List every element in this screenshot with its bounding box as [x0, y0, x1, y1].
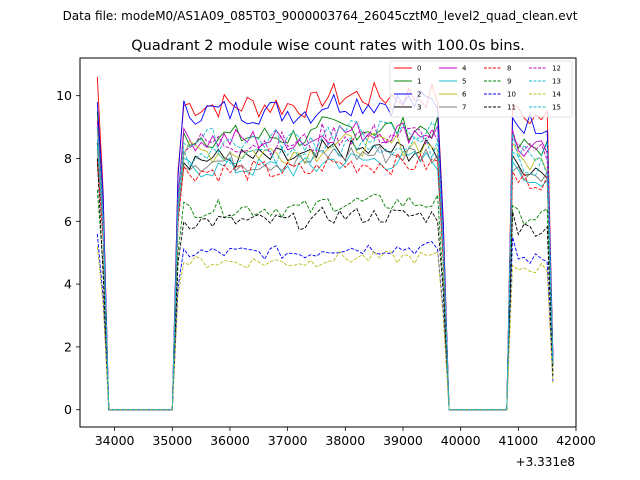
- x-tick-label: 35000: [152, 433, 192, 448]
- x-axis: 34000 35000 36000 37000 38000 39000 40000 41000…: [95, 427, 596, 448]
- legend-label-5: 5: [462, 78, 466, 86]
- legend-label-1: 1: [417, 78, 421, 86]
- x-tick-label: 41000: [498, 433, 538, 448]
- x-tick-label: 39000: [383, 433, 423, 448]
- x-tick-label: 38000: [325, 433, 365, 448]
- legend-label-12: 12: [552, 65, 561, 73]
- axes-frame: [79, 57, 577, 428]
- x-tick-label: 34000: [95, 433, 135, 448]
- series-line-13: [96, 136, 554, 411]
- y-axis: 0 2 4 6 8 10: [56, 88, 80, 417]
- y-tick-label: 4: [64, 277, 72, 292]
- plot-lines: [96, 76, 554, 411]
- y-tick-label: 8: [64, 151, 72, 166]
- x-tick-label: 40000: [441, 433, 481, 448]
- figure-suptitle: Data file: modeM0/AS1A09_085T03_90000037…: [63, 9, 578, 23]
- legend-label-0: 0: [417, 65, 421, 73]
- legend-label-15: 15: [552, 104, 561, 112]
- legend-label-14: 14: [552, 91, 561, 99]
- legend-label-4: 4: [462, 65, 467, 73]
- y-tick-label: 0: [64, 402, 72, 417]
- legend-label-6: 6: [462, 91, 467, 99]
- x-offset-label: +3.331e8: [516, 455, 575, 469]
- legend-label-3: 3: [417, 104, 421, 112]
- legend-label-8: 8: [507, 65, 511, 73]
- y-tick-label: 6: [64, 214, 72, 229]
- legend-label-13: 13: [552, 78, 561, 86]
- legend-label-11: 11: [507, 104, 516, 112]
- x-tick-label: 42000: [556, 433, 596, 448]
- x-tick-label: 37000: [268, 433, 308, 448]
- chart-title: Quadrant 2 module wise count rates with …: [131, 38, 525, 54]
- y-tick-label: 10: [56, 88, 72, 103]
- legend-label-9: 9: [507, 78, 511, 86]
- y-tick-label: 2: [64, 339, 72, 354]
- legend-label-7: 7: [462, 104, 466, 112]
- legend-label-10: 10: [507, 91, 516, 99]
- legend-label-2: 2: [417, 91, 421, 99]
- x-tick-label: 36000: [210, 433, 250, 448]
- legend-box: [389, 60, 573, 118]
